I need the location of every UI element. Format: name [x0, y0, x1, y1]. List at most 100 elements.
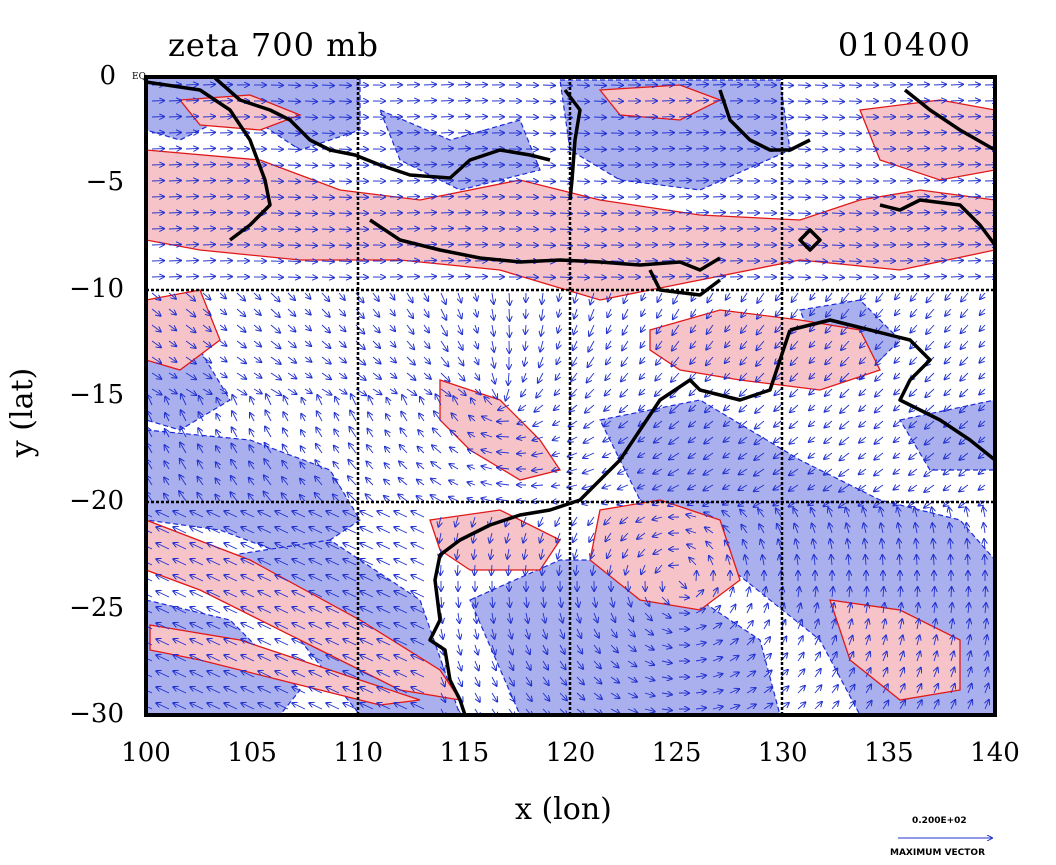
vector-arrow-icon	[831, 133, 844, 134]
vector-arrow-icon	[321, 388, 331, 395]
vector-arrow-icon	[756, 372, 765, 382]
vector-arrow-icon	[691, 340, 697, 348]
vector-arrow-icon	[640, 356, 645, 363]
vector-arrow-icon	[355, 308, 364, 318]
vector-arrow-icon	[576, 229, 589, 230]
vector-arrow-icon	[741, 340, 748, 349]
vector-arrow-icon	[185, 148, 198, 149]
vector-arrow-icon	[338, 229, 351, 230]
vector-arrow-icon	[321, 213, 334, 214]
vector-arrow-icon	[321, 292, 329, 301]
vector-arrow-icon	[724, 404, 731, 410]
vector-arrow-icon	[960, 388, 969, 397]
vector-arrow-icon	[315, 460, 323, 470]
vector-arrow-icon	[606, 340, 611, 349]
vector-arrow-icon	[791, 340, 799, 349]
vector-arrow-icon	[287, 133, 300, 134]
vector-arrow-icon	[440, 276, 453, 277]
vector-arrow-icon	[910, 388, 918, 396]
vector-arrow-icon	[151, 308, 161, 316]
vector-arrow-icon	[265, 410, 272, 422]
vector-arrow-icon	[202, 340, 211, 347]
y-tick-label: −10	[69, 273, 124, 304]
legend-label: MAXIMUM VECTOR	[890, 848, 986, 858]
vector-arrow-icon	[517, 437, 527, 439]
vector-arrow-icon	[321, 277, 334, 278]
vector-arrow-icon	[695, 212, 708, 213]
vector-arrow-icon	[741, 324, 748, 333]
vector-arrow-icon	[338, 277, 351, 278]
vector-arrow-icon	[389, 356, 396, 362]
vector-arrow-icon	[916, 165, 929, 166]
vector-arrow-icon	[532, 453, 544, 455]
vector-arrow-icon	[453, 396, 459, 406]
vector-arrow-icon	[440, 292, 446, 304]
vector-arrow-icon	[712, 181, 725, 182]
vector-arrow-icon	[475, 308, 477, 317]
vector-arrow-icon	[236, 388, 246, 395]
vector-arrow-icon	[185, 292, 195, 301]
vector-arrow-icon	[967, 149, 980, 150]
vector-arrow-icon	[450, 431, 459, 438]
vector-arrow-icon	[440, 372, 450, 381]
vector-arrow-icon	[440, 196, 453, 197]
vector-arrow-icon	[536, 388, 544, 398]
vector-arrow-icon	[593, 213, 606, 214]
vector-arrow-icon	[338, 197, 351, 198]
vector-arrow-icon	[584, 436, 595, 443]
vector-arrow-icon	[270, 356, 281, 364]
vector-arrow-icon	[389, 373, 396, 378]
vector-arrow-icon	[968, 555, 969, 566]
vector-arrow-icon	[814, 117, 827, 118]
vector-arrow-icon	[945, 292, 952, 300]
vector-arrow-icon	[824, 484, 833, 491]
vector-arrow-icon	[775, 372, 782, 380]
vector-arrow-icon	[576, 101, 589, 102]
vector-arrow-icon	[875, 404, 884, 412]
vector-arrow-icon	[589, 324, 595, 336]
vector-arrow-icon	[497, 436, 510, 437]
vector-arrow-icon	[475, 372, 479, 380]
vector-arrow-icon	[542, 165, 555, 166]
vector-arrow-icon	[967, 117, 980, 118]
vector-arrow-icon	[576, 245, 589, 246]
vector-arrow-icon	[669, 468, 680, 475]
vector-arrow-icon	[576, 277, 589, 278]
vector-arrow-icon	[250, 429, 254, 438]
vector-arrow-icon	[967, 181, 980, 182]
vector-arrow-icon	[814, 165, 827, 166]
x-axis-label: x (lon)	[515, 792, 612, 827]
vector-arrow-icon	[338, 133, 351, 134]
vector-arrow-icon	[185, 372, 196, 379]
vector-arrow-icon	[433, 428, 442, 438]
vector-arrow-icon	[449, 480, 459, 486]
vector-arrow-icon	[809, 420, 816, 426]
vector-arrow-icon	[390, 324, 395, 331]
vector-arrow-icon	[655, 372, 663, 381]
vector-arrow-icon	[287, 245, 300, 246]
vector-arrow-icon	[440, 308, 446, 320]
vector-arrow-icon	[576, 149, 589, 150]
vector-arrow-icon	[351, 394, 357, 406]
x-tick-label: 110	[333, 738, 384, 768]
vector-arrow-icon	[641, 308, 645, 316]
vector-arrow-icon	[916, 85, 929, 86]
vector-arrow-icon	[440, 164, 453, 165]
vector-arrow-icon	[423, 164, 436, 165]
vector-arrow-icon	[568, 436, 578, 442]
vector-arrow-icon	[168, 292, 176, 299]
vector-arrow-icon	[249, 478, 255, 486]
vector-arrow-icon	[691, 308, 696, 317]
vector-arrow-icon	[556, 372, 560, 380]
vector-arrow-icon	[475, 292, 477, 301]
vector-arrow-icon	[338, 324, 345, 331]
vector-arrow-icon	[979, 437, 986, 442]
vector-arrow-icon	[457, 372, 465, 381]
vector-arrow-icon	[916, 197, 929, 198]
vector-arrow-icon	[440, 116, 453, 117]
vector-arrow-icon	[638, 469, 646, 473]
y-tick-label: −5	[85, 167, 124, 198]
vector-arrow-icon	[622, 340, 629, 350]
vector-arrow-icon	[542, 245, 555, 246]
vector-arrow-icon	[185, 84, 198, 85]
